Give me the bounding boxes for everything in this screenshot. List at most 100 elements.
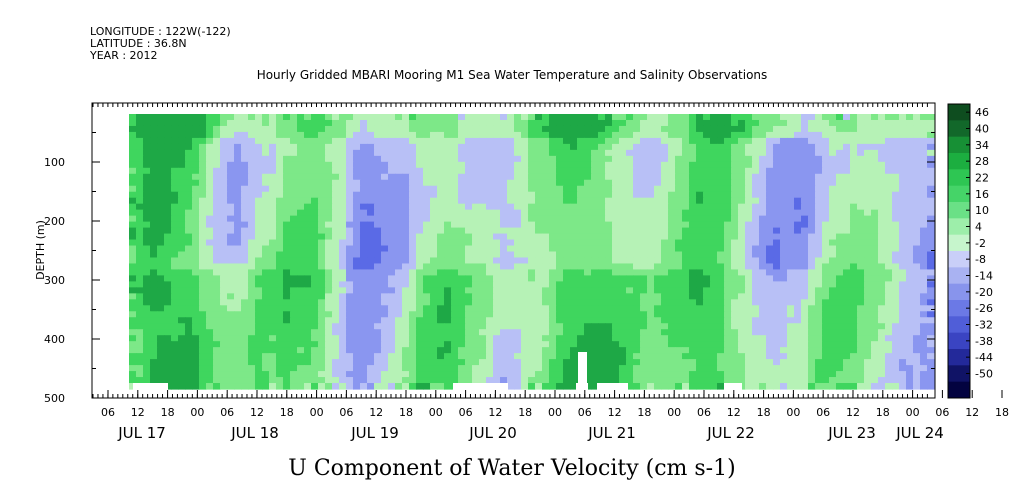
heatmap-cell [388, 173, 396, 181]
heatmap-cell [661, 149, 669, 157]
heatmap-cell [710, 245, 718, 253]
heatmap-cell [367, 245, 375, 253]
heatmap-cell [815, 335, 823, 342]
heatmap-cell [507, 125, 515, 133]
heatmap-cell [178, 185, 186, 193]
heatmap-cell [731, 245, 739, 253]
heatmap-cell [752, 227, 760, 235]
heatmap-cell [724, 215, 732, 223]
heatmap-cell [192, 167, 200, 175]
heatmap-cell [206, 203, 214, 211]
heatmap-cell [381, 257, 389, 265]
heatmap-cell [668, 173, 676, 181]
heatmap-cell [864, 119, 872, 127]
heatmap-cell [577, 347, 585, 354]
heatmap-cell [871, 221, 879, 229]
heatmap-cell [843, 185, 851, 193]
heatmap-cell [171, 173, 179, 181]
heatmap-cell [500, 305, 508, 312]
heatmap-cell [710, 251, 718, 259]
heatmap-cell [346, 233, 354, 241]
heatmap-cell [395, 275, 403, 282]
heatmap-cell [668, 257, 676, 265]
heatmap-cell [836, 197, 844, 205]
heatmap-cell [696, 221, 704, 229]
heatmap-cell [556, 137, 564, 145]
heatmap-cell [773, 323, 781, 330]
heatmap-cell [829, 197, 837, 205]
heatmap-cell [297, 215, 305, 223]
heatmap-cell [801, 233, 809, 241]
heatmap-cell [290, 347, 298, 354]
heatmap-cell [318, 317, 326, 324]
heatmap-cell [794, 281, 802, 288]
heatmap-cell [269, 347, 277, 354]
heatmap-cell [808, 239, 816, 247]
heatmap-cell [549, 191, 557, 199]
heatmap-cell [507, 305, 515, 312]
heatmap-cell [668, 305, 676, 312]
heatmap-cell [339, 263, 347, 271]
heatmap-cell [423, 114, 431, 121]
heatmap-cell [143, 323, 151, 330]
heatmap-cell [332, 371, 340, 378]
heatmap-cell [381, 221, 389, 229]
heatmap-cell [262, 347, 270, 354]
heatmap-cell [199, 359, 207, 366]
heatmap-cell [801, 239, 809, 247]
heatmap-cell [906, 329, 914, 336]
heatmap-cell [150, 173, 158, 181]
heatmap-cell [717, 239, 725, 247]
heatmap-cell [353, 305, 361, 312]
heatmap-cell [724, 365, 732, 372]
heatmap-cell [815, 293, 823, 300]
heatmap-cell [451, 155, 459, 163]
heatmap-cell [311, 347, 319, 354]
heatmap-cell [360, 221, 368, 229]
heatmap-cell [227, 287, 235, 294]
heatmap-cell [381, 179, 389, 187]
heatmap-cell [437, 341, 445, 348]
heatmap-cell [346, 191, 354, 199]
heatmap-cell [850, 335, 858, 342]
heatmap-cell [283, 197, 291, 205]
heatmap-cell [528, 299, 536, 306]
heatmap-cell [773, 233, 781, 241]
heatmap-cell [542, 263, 550, 271]
heatmap-cell [444, 251, 452, 259]
heatmap-cell [269, 191, 277, 199]
heatmap-cell [493, 365, 501, 372]
heatmap-cell [570, 185, 578, 193]
heatmap-cell [808, 197, 816, 205]
heatmap-cell [241, 335, 249, 342]
heatmap-cell [682, 269, 690, 277]
heatmap-cell [486, 239, 494, 247]
heatmap-cell [388, 221, 396, 229]
heatmap-cell [871, 161, 879, 169]
heatmap-cell [318, 149, 326, 157]
heatmap-cell [157, 167, 165, 175]
heatmap-cell [255, 114, 263, 121]
heatmap-cell [472, 161, 480, 169]
heatmap-cell [248, 197, 256, 205]
heatmap-cell [353, 227, 361, 235]
heatmap-cell [409, 329, 417, 336]
heatmap-cell [829, 329, 837, 336]
heatmap-cell [444, 161, 452, 169]
heatmap-cell [360, 161, 368, 169]
heatmap-cell [759, 263, 767, 271]
heatmap-cell [416, 161, 424, 169]
heatmap-cell [885, 311, 893, 318]
heatmap-cell [794, 329, 802, 336]
heatmap-cell [409, 179, 417, 187]
heatmap-cell [430, 143, 438, 151]
heatmap-cell [822, 275, 830, 282]
heatmap-cell [451, 233, 459, 241]
heatmap-cell [626, 329, 634, 336]
heatmap-cell [710, 179, 718, 187]
heatmap-cell [640, 347, 648, 354]
heatmap-cell [710, 191, 718, 199]
heatmap-cell [458, 335, 466, 342]
heatmap-cell [773, 305, 781, 312]
heatmap-cell [269, 311, 277, 318]
